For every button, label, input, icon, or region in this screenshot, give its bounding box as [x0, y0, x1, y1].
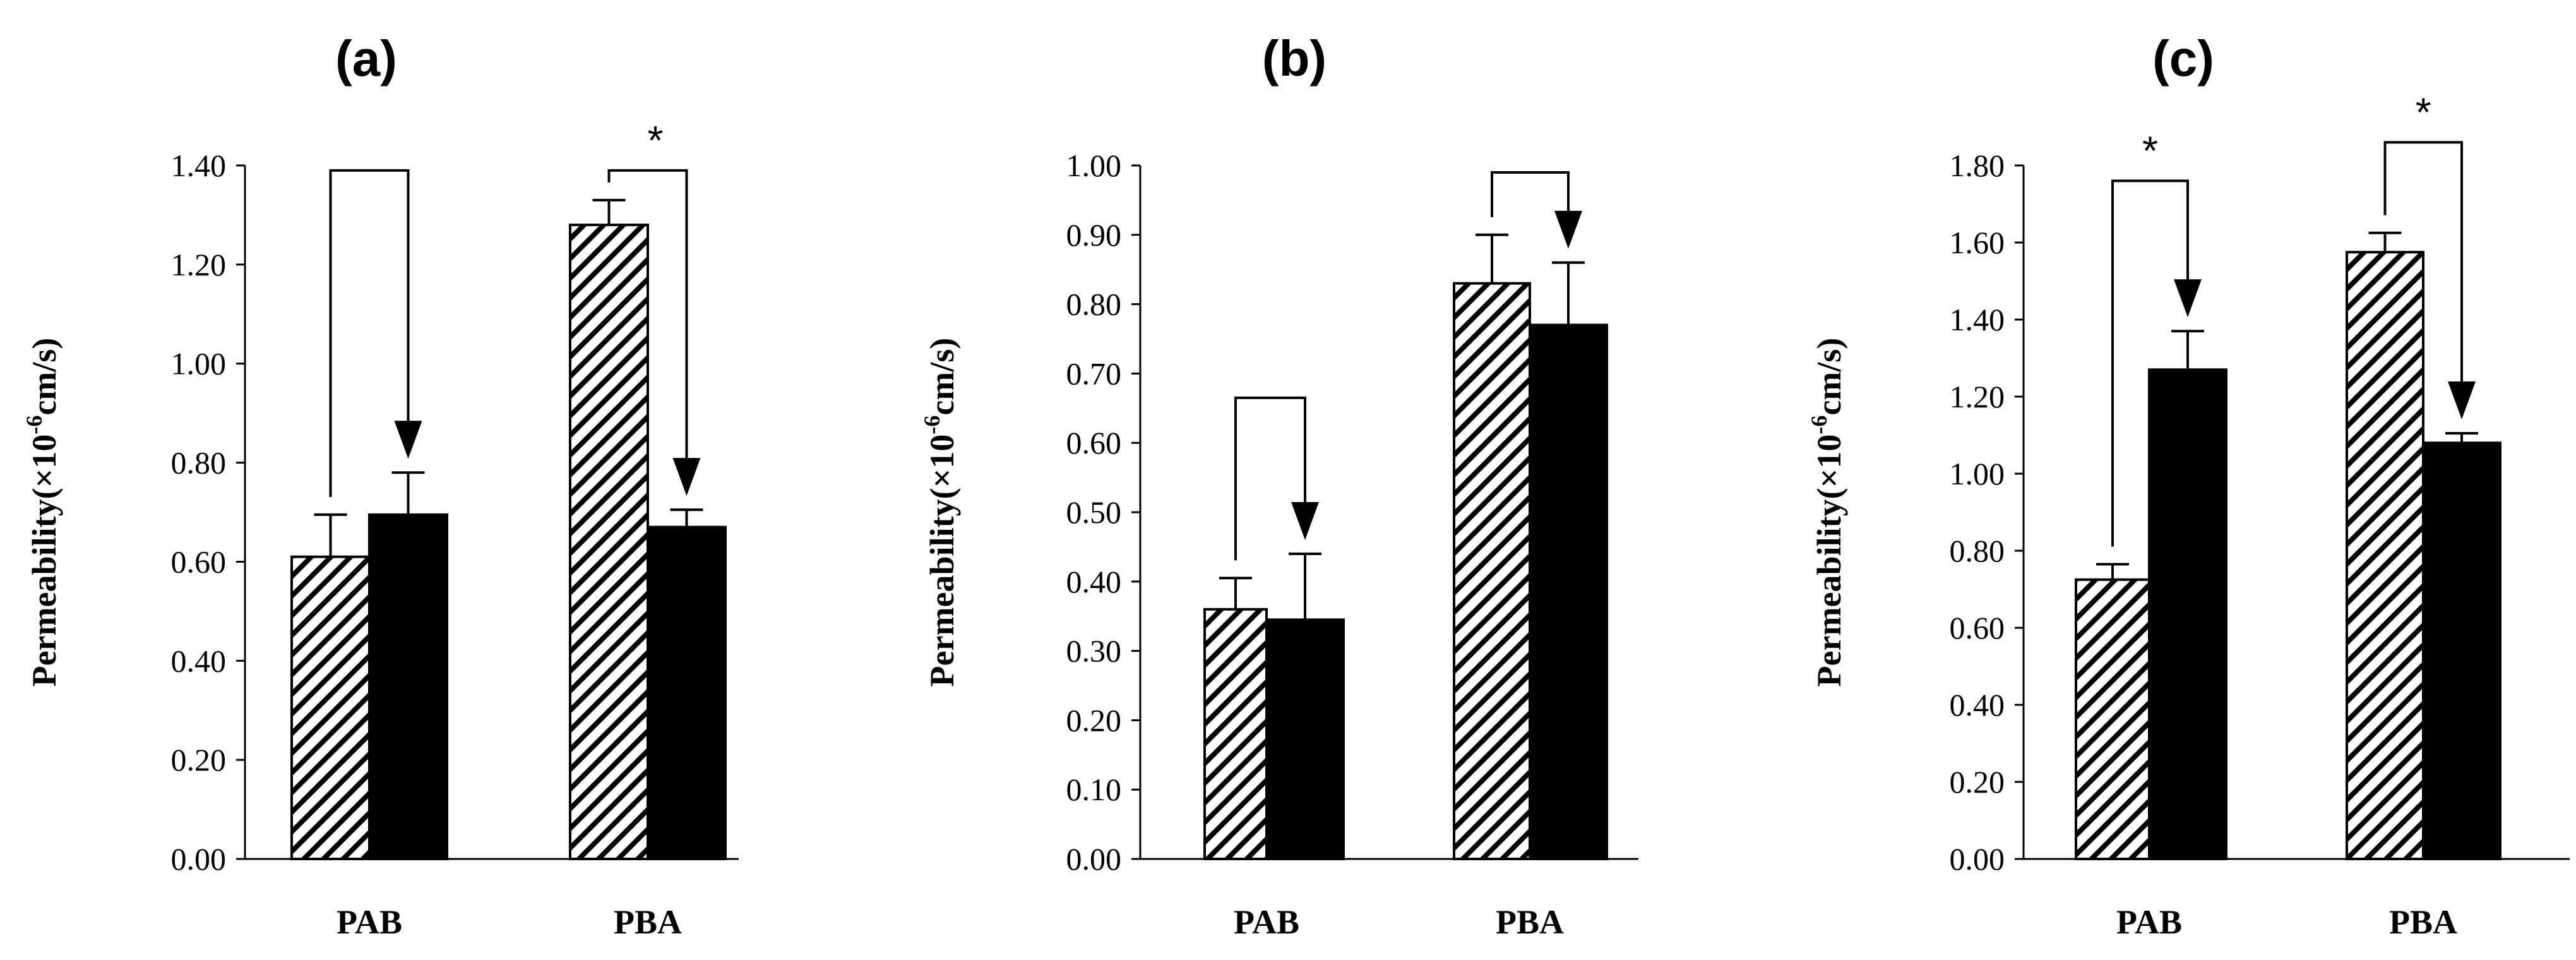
y-tick-label: 1.80 [1950, 148, 2005, 183]
bar-solid [2148, 368, 2227, 860]
panel-label: (b) [1262, 30, 1327, 87]
comparison-bracket: * [2111, 128, 2202, 547]
bar-hatched [2346, 251, 2424, 860]
y-tick-label: 0.60 [1066, 425, 1122, 460]
significance-marker: * [2416, 89, 2431, 135]
x-category-label: PBA [2389, 903, 2457, 941]
y-tick-label: 1.00 [171, 346, 227, 381]
comparison-bracket: * [607, 117, 701, 496]
bar-hatched [290, 555, 371, 860]
bracket-line [607, 169, 688, 460]
comparison-bracket [329, 169, 422, 497]
y-axis-title: Permeability(×10-6cm/s) [919, 338, 961, 687]
x-category-label: PAB [1234, 903, 1299, 941]
arrowhead [2174, 279, 2202, 318]
comparison-bracket [1234, 396, 1319, 561]
panel-label: (a) [335, 30, 397, 87]
x-category-label: PAB [337, 903, 402, 941]
y-tick-label: 0.60 [1950, 610, 2005, 645]
y-tick-label: 0.90 [1066, 217, 1122, 253]
y-tick-label: 0.80 [1950, 533, 2005, 568]
bracket-line [2111, 179, 2189, 547]
bar-hatched [2075, 578, 2150, 860]
y-tick-label: 0.20 [171, 742, 227, 777]
y-tick-label: 0.40 [171, 643, 227, 678]
bar-solid [368, 513, 448, 860]
y-tick-label: 0.00 [1950, 841, 2005, 877]
arrowhead [1554, 210, 1582, 249]
y-tick-label: 0.50 [1066, 495, 1122, 530]
comparison-bracket: * [2383, 89, 2476, 419]
y-tick-label: 1.20 [171, 247, 227, 282]
bracket-line [329, 169, 410, 497]
bracket-line [1491, 171, 1570, 217]
comparison-bracket [1491, 171, 1582, 249]
bar-hatched [569, 224, 649, 861]
chart-panel-1: (a) 0.00 0.20 0.40 0.60 0.80 1.00 1.20 1.40 Perme… [21, 30, 739, 941]
y-tick-label: 1.00 [1066, 148, 1122, 183]
y-tick-label: 0.30 [1066, 633, 1122, 669]
x-category-label: PBA [614, 903, 682, 941]
bar-hatched [1203, 608, 1268, 860]
x-category-label: PBA [1496, 903, 1564, 941]
y-tick-label: 0.20 [1066, 702, 1122, 738]
y-tick-label: 1.20 [1950, 379, 2005, 414]
y-tick-label: 0.80 [1066, 287, 1122, 322]
bar-solid [2422, 441, 2501, 860]
y-tick-label: 0.60 [171, 544, 227, 579]
y-tick-label: 0.00 [171, 841, 227, 877]
y-tick-label: 0.80 [171, 445, 227, 481]
bar-solid [1529, 323, 1608, 860]
y-tick-label: 0.40 [1066, 564, 1122, 599]
y-tick-label: 0.00 [1066, 841, 1122, 877]
bar-solid [1265, 618, 1345, 860]
y-tick-label: 0.20 [1950, 764, 2005, 800]
arrowhead [394, 421, 422, 459]
bracket-line [2383, 141, 2463, 383]
y-tick-label: 1.40 [171, 148, 227, 183]
significance-marker: * [648, 117, 664, 163]
x-category-label: PAB [2116, 903, 2182, 941]
y-axis-title: Permeability(×10-6cm/s) [21, 338, 63, 687]
chart-panel-3: (c) 0.00 0.20 0.40 0.60 0.80 1.00 1.20 1.40 1.60 1… [1806, 30, 2570, 941]
y-tick-label: 0.40 [1950, 687, 2005, 723]
arrowhead [672, 458, 701, 496]
bracket-line [1234, 396, 1306, 561]
y-tick-label: 1.40 [1950, 302, 2005, 337]
y-axis-title: Permeability(×10-6cm/s) [1806, 338, 1848, 687]
panel-label: (c) [2152, 30, 2214, 87]
y-tick-label: 1.60 [1950, 225, 2005, 260]
y-tick-label: 1.00 [1950, 456, 2005, 491]
bar-hatched [1453, 282, 1531, 861]
y-tick-label: 0.10 [1066, 772, 1122, 807]
bar-solid [647, 525, 727, 860]
chart-panel-2: (b) 0.00 0.10 0.20 0.30 0.40 0.50 0.60 0.70 0.80 0… [919, 30, 1638, 941]
arrowhead [1291, 501, 1319, 540]
significance-marker: * [2142, 128, 2158, 173]
arrowhead [2448, 381, 2476, 419]
y-tick-label: 0.70 [1066, 356, 1122, 391]
